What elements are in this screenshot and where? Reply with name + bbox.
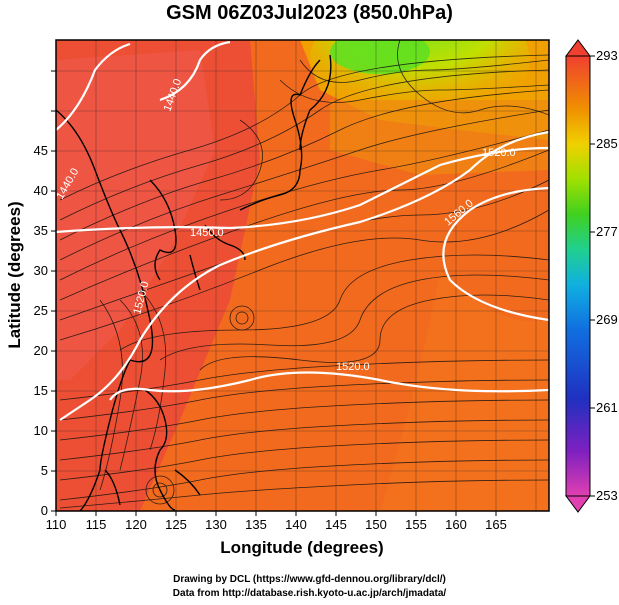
graticule xyxy=(56,40,549,511)
y-tick-label: 10 xyxy=(34,423,48,438)
colorbar-top-arrow xyxy=(565,39,591,57)
y-tick-label: 35 xyxy=(34,223,48,238)
x-tick-label: 125 xyxy=(165,517,187,532)
x-tick-label: 145 xyxy=(325,517,347,532)
y-tick-label: 20 xyxy=(34,343,48,358)
x-tick-label: 110 xyxy=(46,517,67,532)
contour-label: 1450.0 xyxy=(190,227,224,239)
contour-label: 1520.0 xyxy=(482,147,516,159)
colorbar-label: 269 xyxy=(596,312,618,327)
x-tick-label: 165 xyxy=(485,517,507,532)
credit-data-source: Data from http://database.rish.kyoto-u.a… xyxy=(172,588,447,599)
colorbar-label: 253 xyxy=(596,488,618,503)
colorbar-label: 293 xyxy=(596,48,618,63)
x-tick-label: 115 xyxy=(86,517,107,532)
y-axis-labels: 0 5 10 15 20 25 30 35 40 45 xyxy=(34,143,48,518)
coastlines xyxy=(56,54,332,511)
colorbar-label: 261 xyxy=(596,400,618,415)
y-tick-label: 45 xyxy=(34,143,48,158)
y-tick-label: 40 xyxy=(34,183,48,198)
colorbar: 293 285 277 269 261 253 xyxy=(565,39,618,513)
colorbar-label: 277 xyxy=(596,224,618,239)
x-tick-label: 135 xyxy=(245,517,267,532)
x-axis-labels: 110 115 120 125 130 135 140 145 150 155 … xyxy=(46,517,507,532)
x-tick-label: 150 xyxy=(365,517,387,532)
x-tick-label: 140 xyxy=(285,517,307,532)
x-axis-ticks xyxy=(55,511,497,516)
chart-title: GSM 06Z03Jul2023 (850.0hPa) xyxy=(166,2,453,24)
y-tick-label: 5 xyxy=(41,463,48,478)
x-tick-label: 130 xyxy=(205,517,227,532)
colorbar-ramp xyxy=(565,55,591,497)
credit-drawing: Drawing by DCL (https://www.gfd-dennou.o… xyxy=(173,574,446,585)
x-tick-label: 155 xyxy=(405,517,427,532)
plot-frame xyxy=(55,39,550,512)
y-tick-label: 30 xyxy=(34,263,48,278)
geopotential-contours xyxy=(56,40,549,421)
wind-streamlines xyxy=(59,40,549,509)
x-tick-label: 120 xyxy=(125,517,147,532)
y-axis-title: Latitude (degrees) xyxy=(5,201,24,348)
y-axis-ticks xyxy=(51,70,56,512)
colorbar-label: 285 xyxy=(596,136,618,151)
colorbar-bottom-arrow xyxy=(565,495,591,513)
contour-label: 1520.0 xyxy=(336,361,370,373)
x-tick-label: 160 xyxy=(445,517,467,532)
y-tick-label: 0 xyxy=(41,503,48,518)
temperature-field xyxy=(56,40,549,511)
y-tick-label: 15 xyxy=(34,383,48,398)
y-tick-label: 25 xyxy=(34,303,48,318)
x-axis-title: Longitude (degrees) xyxy=(220,538,383,557)
